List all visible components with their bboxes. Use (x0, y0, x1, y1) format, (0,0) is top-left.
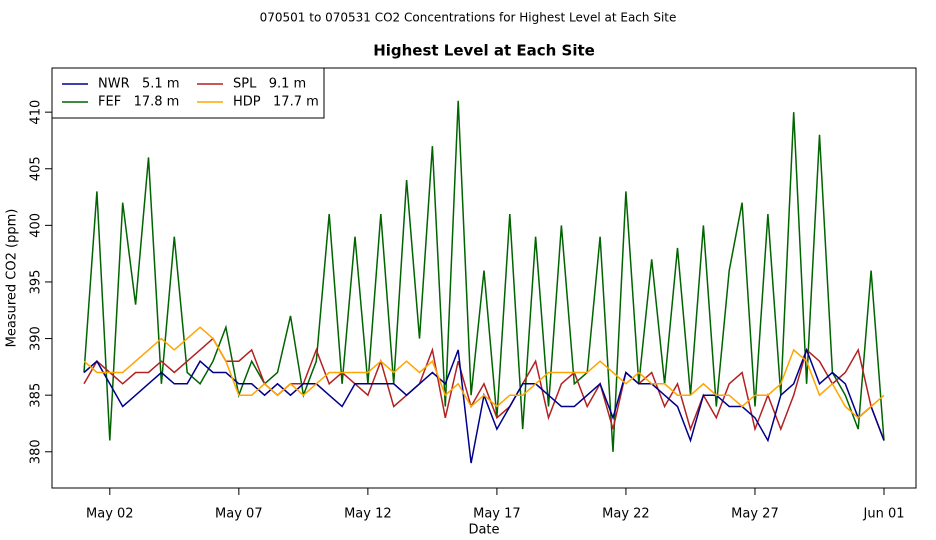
suptitle: 070501 to 070531 CO2 Concentrations for … (260, 11, 677, 25)
series-line (83, 100, 885, 452)
y-tick-label: 390 (29, 326, 44, 351)
legend-label: FEF 17.8 m (98, 95, 179, 110)
legend-label: HDP 17.7 m (233, 95, 319, 110)
x-tick-label: May 27 (731, 507, 779, 522)
y-tick-label: 410 (29, 100, 44, 125)
x-tick-label: May 12 (344, 507, 392, 522)
legend-label: NWR 5.1 m (98, 77, 179, 92)
y-axis-label: Measured CO2 (ppm) (5, 209, 20, 348)
x-tick-label: May 02 (86, 507, 134, 522)
x-axis-label: Date (468, 523, 499, 538)
chart-title: Highest Level at Each Site (373, 42, 595, 60)
y-tick-label: 385 (29, 383, 44, 408)
plot-frame (51, 67, 917, 489)
x-tick-label: May 17 (473, 507, 521, 522)
x-tick-label: Jun 01 (863, 507, 905, 522)
y-tick-label: 395 (29, 270, 44, 295)
x-tick-label: May 07 (215, 507, 263, 522)
y-tick-label: 400 (29, 213, 44, 238)
series-line (83, 337, 885, 441)
series-line (83, 326, 885, 419)
y-tick-label: 380 (29, 439, 44, 464)
x-tick-label: May 22 (602, 507, 650, 522)
legend-label: SPL 9.1 m (233, 77, 306, 92)
y-tick-label: 405 (29, 156, 44, 181)
legend-box (51, 67, 325, 119)
